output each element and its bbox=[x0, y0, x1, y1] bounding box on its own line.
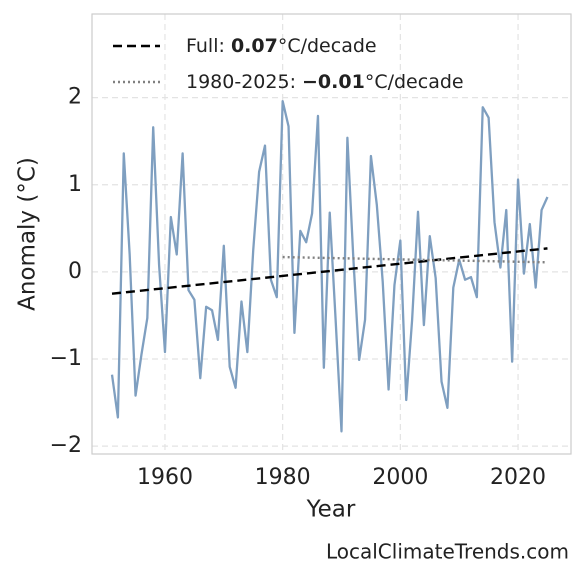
legend-text: °C/decade bbox=[278, 35, 377, 57]
grid bbox=[92, 14, 571, 454]
x-axis-label: Year bbox=[306, 497, 356, 523]
trend-line bbox=[111, 247, 548, 295]
legend-text: 0.07 bbox=[231, 35, 278, 57]
legend-text: Full: bbox=[186, 35, 225, 57]
plot-frame bbox=[91, 13, 572, 455]
source: LocalClimateTrends.com bbox=[326, 540, 569, 564]
y-tick-label: 0 bbox=[68, 259, 82, 284]
y-tick-label: 1 bbox=[68, 172, 82, 197]
legend-label: Full: 0.07°C/decade bbox=[186, 35, 377, 57]
x-tick-label: 2020 bbox=[490, 465, 546, 490]
legend-label: 1980-2025: −0.01°C/decade bbox=[186, 71, 464, 93]
legend-text: °C/decade bbox=[365, 71, 464, 93]
x-tick-label: 2000 bbox=[372, 465, 428, 490]
y-tick-label: −1 bbox=[50, 346, 82, 371]
x-tick-label: 1980 bbox=[255, 465, 311, 490]
series-line bbox=[110, 99, 549, 433]
y-axis-label: Anomaly (°C) bbox=[15, 157, 41, 311]
legend-text: −0.01 bbox=[302, 71, 365, 93]
x-tick-label: 1960 bbox=[137, 465, 193, 490]
trend-line bbox=[282, 255, 548, 264]
legend-text: 1980-2025: bbox=[186, 71, 296, 93]
y-tick-label: −2 bbox=[50, 433, 82, 458]
y-tick-label: 2 bbox=[68, 85, 82, 110]
